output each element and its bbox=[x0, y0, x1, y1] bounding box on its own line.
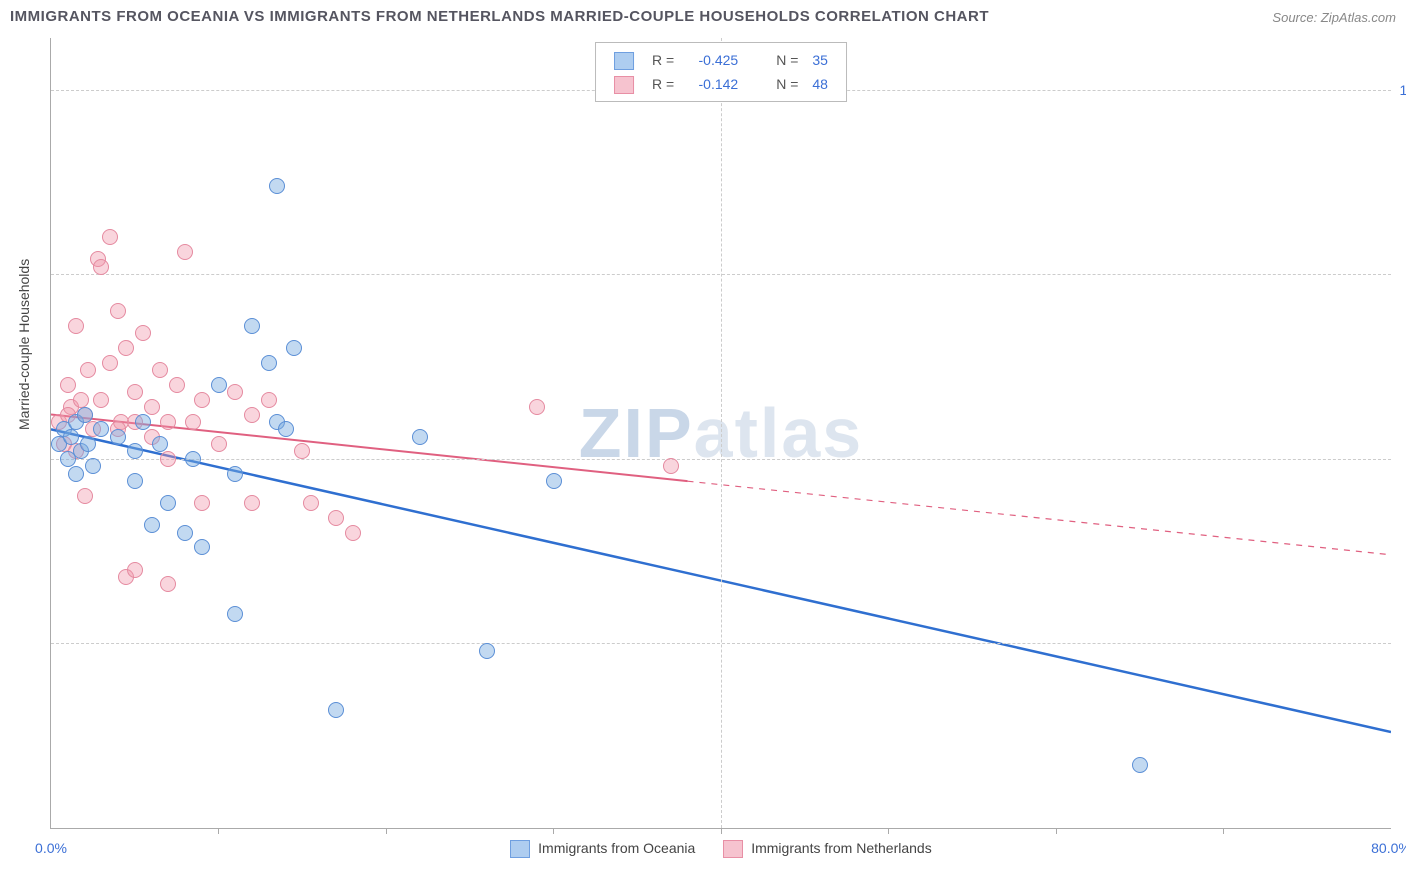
y-tick-label: 25.0% bbox=[1397, 635, 1406, 651]
x-tick bbox=[721, 828, 722, 834]
data-point bbox=[663, 458, 679, 474]
data-point bbox=[412, 429, 428, 445]
data-point bbox=[303, 495, 319, 511]
data-point bbox=[244, 318, 260, 334]
gridline-v bbox=[721, 38, 722, 828]
data-point bbox=[244, 407, 260, 423]
chart-title: IMMIGRANTS FROM OCEANIA VS IMMIGRANTS FR… bbox=[10, 8, 989, 25]
legend-item: Immigrants from Oceania bbox=[510, 840, 695, 858]
data-point bbox=[185, 414, 201, 430]
y-axis-title: Married-couple Households bbox=[16, 259, 32, 430]
data-point bbox=[60, 377, 76, 393]
data-point bbox=[169, 377, 185, 393]
data-point bbox=[211, 377, 227, 393]
data-point bbox=[286, 340, 302, 356]
data-point bbox=[127, 384, 143, 400]
x-tick bbox=[888, 828, 889, 834]
y-tick-label: 75.0% bbox=[1397, 266, 1406, 282]
data-point bbox=[529, 399, 545, 415]
source-citation: Source: ZipAtlas.com bbox=[1272, 10, 1396, 25]
data-point bbox=[135, 325, 151, 341]
data-point bbox=[93, 259, 109, 275]
y-tick-label: 100.0% bbox=[1397, 82, 1406, 98]
data-point bbox=[227, 384, 243, 400]
data-point bbox=[102, 355, 118, 371]
data-point bbox=[227, 606, 243, 622]
data-point bbox=[118, 340, 134, 356]
data-point bbox=[278, 421, 294, 437]
y-tick-label: 50.0% bbox=[1397, 451, 1406, 467]
data-point bbox=[85, 458, 101, 474]
data-point bbox=[194, 495, 210, 511]
legend-item: Immigrants from Netherlands bbox=[723, 840, 931, 858]
scatter-chart: R =-0.425N =35R =-0.142N =48 ZIPatlas Im… bbox=[50, 38, 1391, 829]
data-point bbox=[80, 436, 96, 452]
data-point bbox=[77, 488, 93, 504]
data-point bbox=[160, 414, 176, 430]
correlation-legend: R =-0.425N =35R =-0.142N =48 bbox=[595, 42, 847, 102]
data-point bbox=[144, 399, 160, 415]
data-point bbox=[194, 539, 210, 555]
data-point bbox=[93, 421, 109, 437]
data-point bbox=[244, 495, 260, 511]
data-point bbox=[261, 392, 277, 408]
data-point bbox=[261, 355, 277, 371]
x-tick-label: 80.0% bbox=[1371, 840, 1406, 856]
data-point bbox=[127, 562, 143, 578]
data-point bbox=[73, 392, 89, 408]
data-point bbox=[144, 517, 160, 533]
data-point bbox=[328, 510, 344, 526]
data-point bbox=[546, 473, 562, 489]
data-point bbox=[152, 362, 168, 378]
data-point bbox=[110, 303, 126, 319]
x-tick bbox=[386, 828, 387, 834]
data-point bbox=[63, 429, 79, 445]
data-point bbox=[211, 436, 227, 452]
data-point bbox=[110, 429, 126, 445]
data-point bbox=[177, 244, 193, 260]
data-point bbox=[160, 495, 176, 511]
data-point bbox=[127, 443, 143, 459]
data-point bbox=[177, 525, 193, 541]
data-point bbox=[160, 451, 176, 467]
series-legend: Immigrants from Oceania Immigrants from … bbox=[51, 840, 1391, 858]
data-point bbox=[269, 178, 285, 194]
data-point bbox=[80, 362, 96, 378]
x-tick bbox=[1223, 828, 1224, 834]
x-tick bbox=[1056, 828, 1057, 834]
data-point bbox=[294, 443, 310, 459]
data-point bbox=[345, 525, 361, 541]
data-point bbox=[77, 407, 93, 423]
data-point bbox=[479, 643, 495, 659]
x-tick bbox=[218, 828, 219, 834]
data-point bbox=[227, 466, 243, 482]
data-point bbox=[68, 318, 84, 334]
legend-row: R =-0.142N =48 bbox=[608, 73, 834, 95]
data-point bbox=[135, 414, 151, 430]
x-tick-label: 0.0% bbox=[35, 840, 67, 856]
data-point bbox=[185, 451, 201, 467]
data-point bbox=[160, 576, 176, 592]
data-point bbox=[102, 229, 118, 245]
data-point bbox=[152, 436, 168, 452]
x-tick bbox=[553, 828, 554, 834]
data-point bbox=[194, 392, 210, 408]
data-point bbox=[93, 392, 109, 408]
data-point bbox=[68, 466, 84, 482]
data-point bbox=[1132, 757, 1148, 773]
data-point bbox=[328, 702, 344, 718]
legend-row: R =-0.425N =35 bbox=[608, 49, 834, 71]
data-point bbox=[127, 473, 143, 489]
